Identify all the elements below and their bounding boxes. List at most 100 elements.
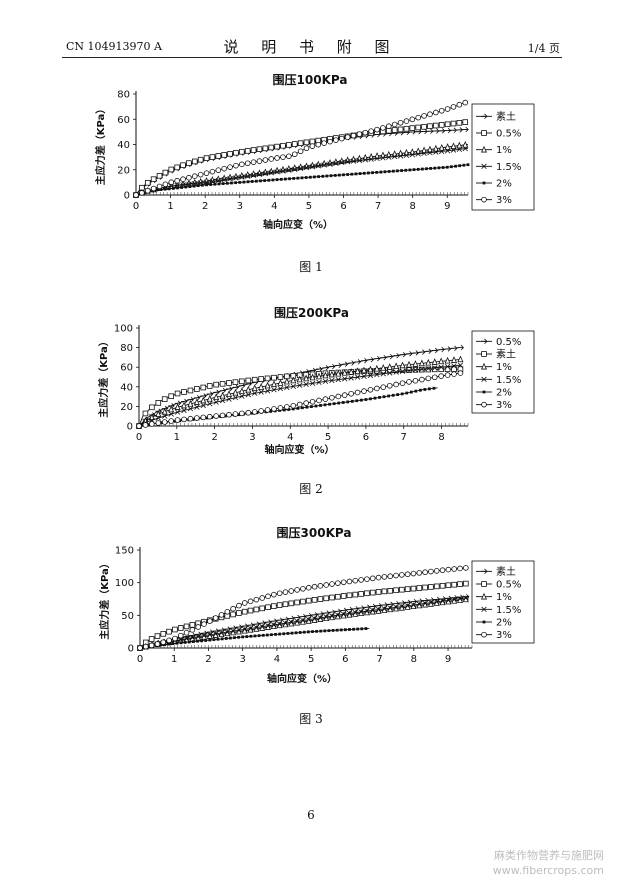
legend-box [471,103,535,211]
data-point [444,346,452,352]
data-point [271,178,275,182]
data-point [439,598,446,604]
data-point [206,391,214,397]
data-point [259,624,265,630]
legend-marker [481,568,488,575]
data-point [264,381,271,389]
data-point [393,604,399,610]
data-point [250,147,257,153]
data-point [160,631,167,637]
data-point [422,569,428,576]
data-point [288,177,291,181]
data-point [282,616,290,622]
legend-label: 0.5% [496,337,521,348]
data-point [412,168,416,172]
data-point [445,582,452,589]
data-point [309,380,316,387]
data-point [315,372,323,380]
data-point [329,394,335,401]
data-point [247,607,254,614]
data-point [217,182,221,186]
data-point [360,627,364,631]
data-point [323,610,330,616]
data-point [225,181,229,185]
data-point [286,153,292,160]
data-point [444,356,451,364]
data-point [367,356,375,363]
x-tick-label: 1 [174,432,180,443]
data-point [393,369,399,375]
data-point [450,120,457,127]
data-point [422,600,428,607]
data-point [297,148,304,155]
data-point [200,396,207,404]
data-point [317,583,324,589]
data-point [350,132,357,139]
data-point [346,173,350,176]
data-point [311,630,314,633]
data-point [183,629,190,636]
data-point [431,358,438,365]
data-point [354,367,361,375]
data-point [306,616,312,623]
data-point [282,601,289,608]
data-point [171,186,175,190]
data-point [316,379,322,386]
data-point [438,357,445,365]
data-point [259,179,262,183]
data-point [404,571,411,578]
page-number: 6 [307,808,315,822]
data-point [270,380,278,388]
x-tick-label: 8 [438,432,444,443]
data-point [227,151,233,157]
data-point [194,386,200,392]
data-point [403,125,410,132]
x-tick-label: 0 [133,201,139,212]
data-point [274,155,280,161]
data-point [213,413,219,419]
data-point [457,596,463,602]
x-tick-label: 2 [205,654,211,665]
y-tick-label: 60 [117,115,130,126]
data-point [356,157,363,164]
x-tick-label: 4 [274,654,280,665]
data-point [399,603,405,610]
data-point [144,187,151,194]
data-point [329,174,333,178]
legend-marker [481,163,487,170]
data-point [251,384,258,392]
data-point [317,611,324,617]
data-point [238,387,245,395]
data-point [359,398,363,402]
data-point [393,362,400,370]
section-title: 说 明 书 附 图 [223,38,399,56]
data-point [339,628,343,632]
x-tick-label: 3 [239,654,245,665]
data-point [183,623,190,630]
data-point [444,127,452,134]
data-point [393,587,399,594]
data-point [236,627,242,633]
data-point [444,363,451,370]
data-point [414,389,418,393]
legend-label: 素土 [496,348,516,361]
data-point [346,592,353,599]
data-point [410,570,417,577]
data-point [168,393,174,400]
data-point [191,640,195,643]
data-point [323,629,327,633]
data-point [364,398,368,401]
data-point [263,179,267,182]
data-point [207,632,213,638]
data-point [393,352,400,359]
y-axis-label: 主应力差（KPa） [94,104,107,186]
data-point [191,158,198,165]
data-point [156,183,163,190]
data-point [183,636,190,642]
data-point [317,175,320,179]
data-point [259,595,265,601]
data-point [159,643,162,647]
header-rule [62,57,562,58]
data-point [230,628,236,634]
data-point [197,171,204,178]
